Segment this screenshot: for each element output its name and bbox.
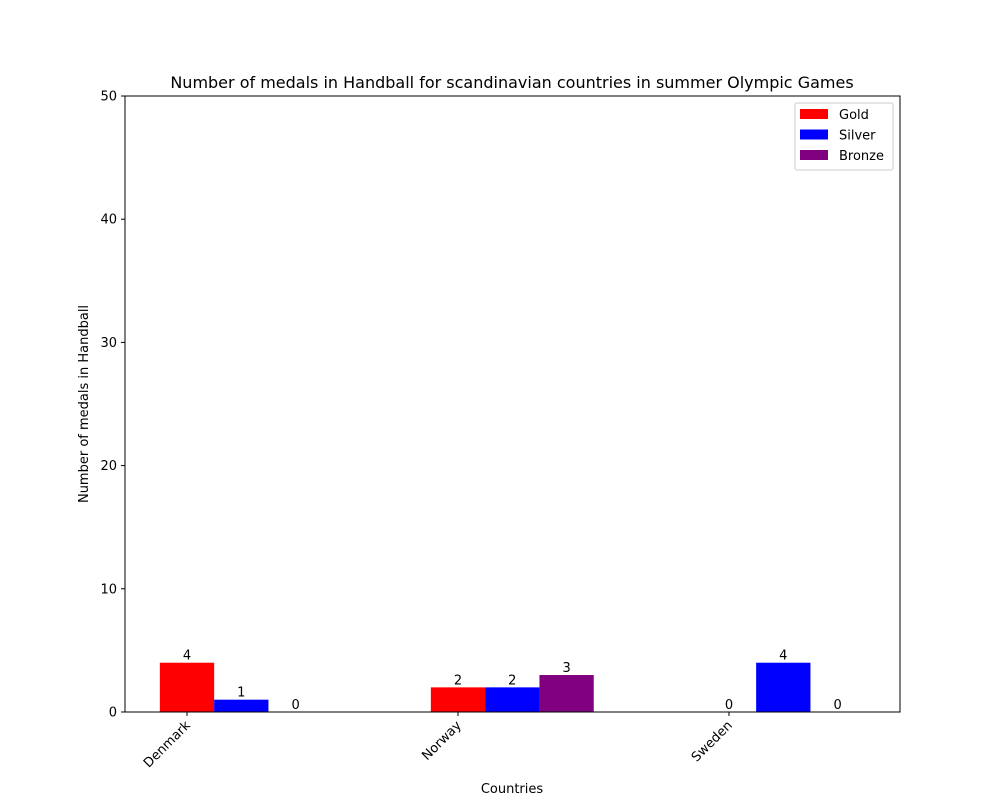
x-axis-label: Countries <box>481 782 544 797</box>
legend: Gold Silver Bronze <box>794 102 894 171</box>
legend-label-silver: Silver <box>839 129 876 144</box>
data-label-silver-sweden: 4 <box>779 649 787 664</box>
y-tick-label-20: 20 <box>100 459 117 474</box>
chart-title: Number of medals in Handball for scandin… <box>170 73 853 92</box>
data-label-bronze-sweden: 0 <box>833 698 841 713</box>
x-tick-label-norway: Norway <box>419 718 465 764</box>
bar-bronze-norway <box>539 675 594 712</box>
x-tick-label-sweden: Sweden <box>689 718 736 765</box>
bar-gold-norway <box>430 687 486 712</box>
data-label-silver-norway: 2 <box>508 673 516 688</box>
legend-label-bronze: Bronze <box>839 149 884 164</box>
y-tick-label-0: 0 <box>109 706 117 721</box>
y-axis: 0 10 20 30 40 50 <box>100 90 125 721</box>
bars-group <box>159 662 811 712</box>
y-tick-label-30: 30 <box>100 336 117 351</box>
bar-gold-denmark <box>159 662 215 712</box>
data-label-bronze-norway: 3 <box>562 661 570 676</box>
data-label-bronze-denmark: 0 <box>291 698 299 713</box>
bar-silver-norway <box>485 687 540 712</box>
bar-silver-sweden <box>756 662 811 712</box>
bar-silver-denmark <box>214 699 269 712</box>
data-label-gold-denmark: 4 <box>183 649 191 664</box>
legend-swatch-bronze <box>800 150 828 160</box>
legend-swatch-silver <box>800 129 828 140</box>
data-labels-group: 4 2 0 1 2 4 0 3 0 <box>183 649 842 713</box>
y-axis-label: Number of medals in Handball <box>77 305 92 503</box>
y-tick-label-40: 40 <box>100 213 117 228</box>
data-label-gold-norway: 2 <box>454 673 462 688</box>
plot-frame <box>124 95 901 713</box>
y-tick-label-50: 50 <box>100 90 117 105</box>
y-tick-label-10: 10 <box>100 582 117 597</box>
legend-label-gold: Gold <box>839 108 869 123</box>
x-axis: Denmark Norway Sweden <box>141 712 736 771</box>
data-label-gold-sweden: 0 <box>725 698 733 713</box>
legend-swatch-gold <box>800 109 828 119</box>
data-label-silver-denmark: 1 <box>237 686 245 701</box>
x-tick-label-denmark: Denmark <box>141 718 194 771</box>
